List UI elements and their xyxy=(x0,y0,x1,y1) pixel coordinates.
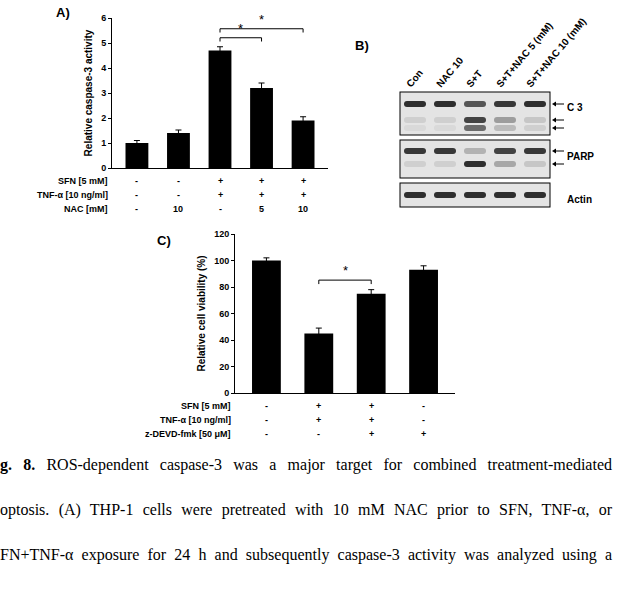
svg-text:-: - xyxy=(265,415,268,425)
svg-text:C 3: C 3 xyxy=(567,102,583,113)
svg-text:Relative cell viability (%): Relative cell viability (%) xyxy=(196,255,207,371)
svg-text:*: * xyxy=(343,263,348,278)
svg-text:S+T+NAC 10 (mM): S+T+NAC 10 (mM) xyxy=(524,16,588,89)
svg-text:-: - xyxy=(177,176,180,186)
svg-text:-: - xyxy=(265,429,268,439)
svg-text:A): A) xyxy=(56,5,70,20)
svg-text:TNF-α [10 ng/ml]: TNF-α [10 ng/ml] xyxy=(160,415,231,425)
svg-text:80: 80 xyxy=(219,282,229,292)
svg-text:6: 6 xyxy=(101,13,106,23)
svg-text:0: 0 xyxy=(101,163,106,173)
svg-text:+: + xyxy=(259,176,264,186)
svg-text:10: 10 xyxy=(173,204,183,214)
svg-text:S+T: S+T xyxy=(464,68,484,89)
svg-text:-: - xyxy=(177,190,180,200)
svg-text:+: + xyxy=(259,190,264,200)
svg-text:-: - xyxy=(422,415,425,425)
svg-text:+: + xyxy=(218,190,223,200)
svg-text:+: + xyxy=(369,429,374,439)
svg-text:+: + xyxy=(369,401,374,411)
svg-text:SFN [5 mM]: SFN [5 mM] xyxy=(58,176,108,186)
svg-text:Relative caspase-3 activity: Relative caspase-3 activity xyxy=(83,29,94,156)
svg-text:-: - xyxy=(422,401,425,411)
svg-text:-: - xyxy=(265,401,268,411)
svg-text:+: + xyxy=(301,190,306,200)
svg-text:Actin: Actin xyxy=(567,194,592,205)
svg-text:60: 60 xyxy=(219,309,229,319)
svg-text:SFN [5 mM]: SFN [5 mM] xyxy=(181,401,231,411)
svg-text:Con: Con xyxy=(404,67,425,89)
svg-text:40: 40 xyxy=(219,335,229,345)
svg-text:-: - xyxy=(135,176,138,186)
svg-text:NAC [mM]: NAC [mM] xyxy=(64,204,108,214)
svg-text:+: + xyxy=(316,415,321,425)
svg-text:120: 120 xyxy=(214,229,229,239)
svg-text:B): B) xyxy=(355,38,369,53)
html-text:g. 8. ROS-dependent caspase-3: g. 8. ROS-dependent caspase-3 was a majo… xyxy=(0,456,612,473)
svg-text:1: 1 xyxy=(101,138,106,148)
svg-text:z-DEVD-fmk [50 μM]: z-DEVD-fmk [50 μM] xyxy=(145,429,231,439)
svg-text:C): C) xyxy=(157,233,171,248)
svg-text:-: - xyxy=(317,429,320,439)
svg-text:+: + xyxy=(421,429,426,439)
svg-text:*: * xyxy=(238,21,243,36)
svg-text:+: + xyxy=(369,415,374,425)
svg-text:S+T+NAC 5 (mM): S+T+NAC 5 (mM) xyxy=(494,20,555,89)
svg-text:0: 0 xyxy=(224,388,229,398)
svg-text:+: + xyxy=(301,176,306,186)
svg-text:+: + xyxy=(218,176,223,186)
svg-text:*: * xyxy=(259,12,264,27)
html-text:optosis. (A) THP-1 cells were: optosis. (A) THP-1 cells were pretreated… xyxy=(0,501,612,518)
svg-text:100: 100 xyxy=(214,256,229,266)
svg-text:5: 5 xyxy=(101,38,106,48)
svg-text:4: 4 xyxy=(101,63,106,73)
svg-text:5: 5 xyxy=(259,204,264,214)
html-text:FN+TNF-α exposure for 24 h and: FN+TNF-α exposure for 24 h and subsequen… xyxy=(0,546,612,563)
svg-text:-: - xyxy=(219,204,222,214)
svg-text:10: 10 xyxy=(298,204,308,214)
svg-text:NAC 10: NAC 10 xyxy=(434,55,466,90)
svg-text:TNF-α [10 ng/ml]: TNF-α [10 ng/ml] xyxy=(37,190,108,200)
svg-text:+: + xyxy=(316,401,321,411)
svg-text:-: - xyxy=(135,204,138,214)
svg-text:20: 20 xyxy=(219,362,229,372)
svg-text:PARP: PARP xyxy=(567,151,594,162)
svg-text:2: 2 xyxy=(101,113,106,123)
svg-text:-: - xyxy=(135,190,138,200)
svg-text:3: 3 xyxy=(101,88,106,98)
